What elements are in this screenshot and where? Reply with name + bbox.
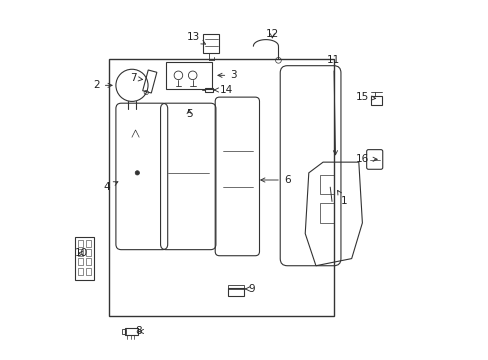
Text: 15: 15 xyxy=(355,92,375,102)
Bar xyxy=(319,175,333,194)
Text: 9: 9 xyxy=(244,284,254,294)
Text: 7: 7 xyxy=(130,73,142,83)
Bar xyxy=(228,288,244,296)
Text: 11: 11 xyxy=(326,55,340,155)
Bar xyxy=(85,267,91,275)
Bar xyxy=(122,329,125,334)
Bar xyxy=(165,62,212,89)
Bar xyxy=(78,249,83,256)
Bar xyxy=(370,96,381,105)
Bar xyxy=(78,258,83,265)
Bar xyxy=(228,285,244,289)
Text: 8: 8 xyxy=(135,327,143,337)
Bar xyxy=(319,203,333,223)
Bar xyxy=(85,249,91,256)
Text: 16: 16 xyxy=(355,154,376,164)
Bar xyxy=(142,70,157,93)
Text: 1: 1 xyxy=(337,190,347,206)
Text: 10: 10 xyxy=(75,248,88,258)
Bar xyxy=(85,258,91,265)
Bar xyxy=(78,267,83,275)
Bar xyxy=(205,88,213,93)
Text: 14: 14 xyxy=(214,85,233,95)
Circle shape xyxy=(135,171,139,175)
Text: 6: 6 xyxy=(260,175,290,185)
Bar xyxy=(124,328,138,336)
Text: 2: 2 xyxy=(93,80,112,90)
Text: 12: 12 xyxy=(265,28,279,39)
Bar xyxy=(108,59,333,316)
Bar xyxy=(203,33,219,53)
Text: 3: 3 xyxy=(218,70,236,80)
Text: 5: 5 xyxy=(185,109,192,119)
Bar xyxy=(78,240,83,247)
Text: 13: 13 xyxy=(186,32,205,44)
Bar xyxy=(75,237,94,280)
Bar xyxy=(85,240,91,247)
Text: 4: 4 xyxy=(104,182,118,192)
